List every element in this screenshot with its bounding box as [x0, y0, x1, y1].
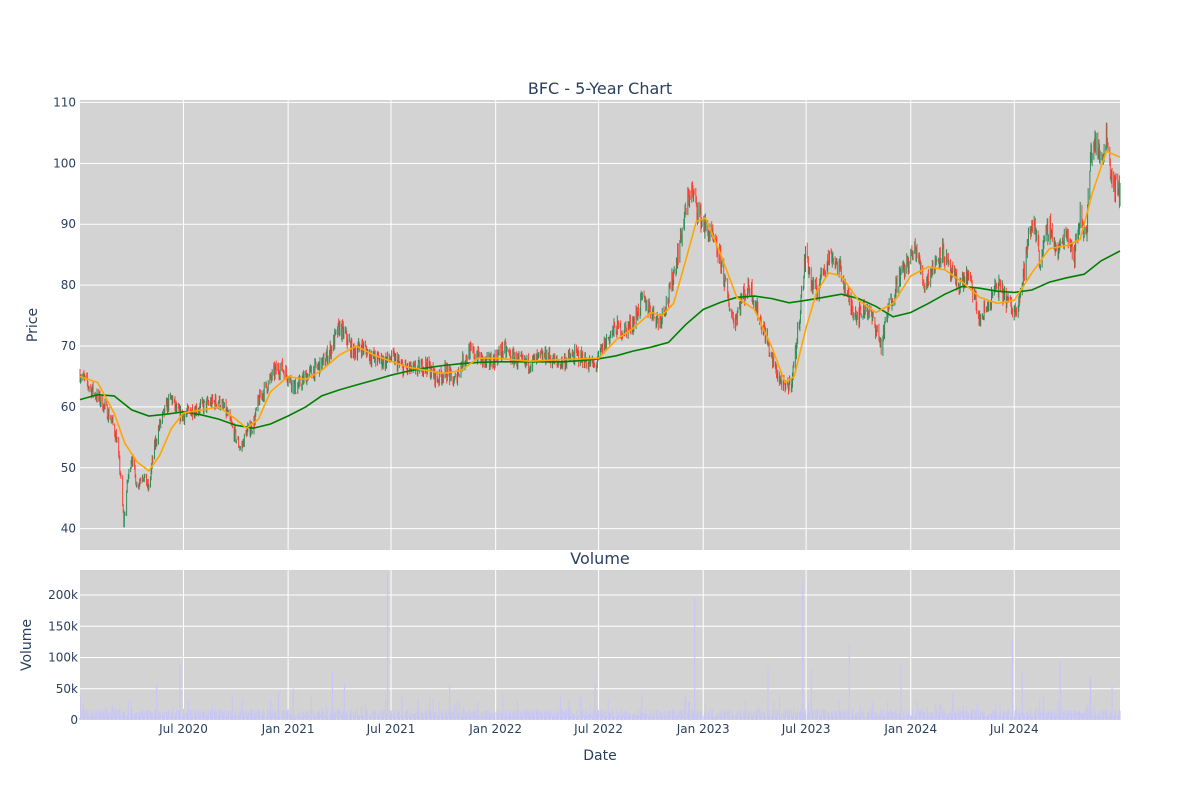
price-y-axis-title: Price: [25, 308, 41, 342]
x-tick-label: Jul 2024: [989, 722, 1039, 736]
x-tick-label: Jan 2024: [883, 722, 937, 736]
price-moving-averages: [79, 150, 1121, 472]
price-y-tick-label: 50: [61, 461, 76, 475]
volume-y-tick-label: 50k: [56, 682, 78, 696]
price-y-tick-label: 60: [61, 400, 76, 414]
price-y-tick-label: 40: [61, 522, 76, 536]
x-tick-label: Jul 2022: [573, 722, 623, 736]
volume-x-ticks: Jul 2020 Jan 2021 Jul 2021 Jan 2022 Jul 2022…: [158, 722, 1039, 736]
x-tick-label: Jan 2022: [468, 722, 522, 736]
volume-bars: [79, 573, 1121, 720]
volume-y-axis-title: Volume: [19, 619, 35, 671]
volume-grid: [80, 570, 1120, 721]
volume-y-ticks: 0 50k 100k 150k 200k: [48, 588, 78, 727]
price-y-tick-label: 70: [61, 339, 76, 353]
x-tick-label: Jul 2020: [158, 722, 208, 736]
price-y-tick-label: 110: [53, 95, 76, 109]
volume-panel-background: [80, 570, 1120, 720]
ma-short-line: [79, 150, 1121, 472]
volume-y-tick-label: 200k: [48, 588, 78, 602]
volume-chart-title: Volume: [570, 549, 630, 568]
volume-y-tick-label: 100k: [48, 651, 78, 665]
x-tick-label: Jul 2023: [781, 722, 831, 736]
price-y-tick-label: 90: [61, 217, 76, 231]
price-chart-title: BFC - 5-Year Chart: [528, 79, 672, 98]
price-y-tick-label: 80: [61, 278, 76, 292]
x-tick-label: Jan 2021: [261, 722, 315, 736]
volume-y-tick-label: 150k: [48, 619, 78, 633]
x-tick-label: Jan 2023: [676, 722, 730, 736]
volume-y-tick-label: 0: [70, 713, 78, 727]
price-y-tick-label: 100: [53, 156, 76, 170]
x-tick-label: Jul 2021: [366, 722, 416, 736]
price-panel-background: [80, 100, 1120, 550]
price-grid: [80, 100, 1120, 550]
volume-x-axis-title: Date: [583, 748, 616, 764]
price-y-ticks: 40 50 60 70 80 90 100 110: [53, 95, 76, 535]
